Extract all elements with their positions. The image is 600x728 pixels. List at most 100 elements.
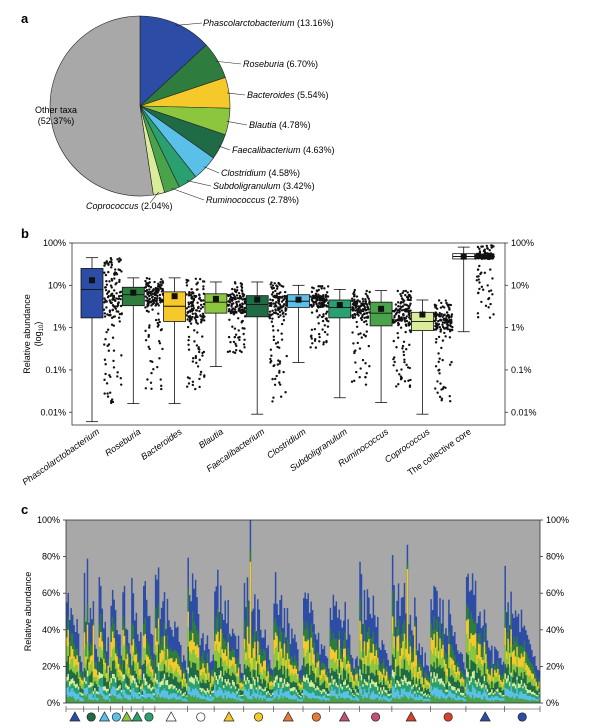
data-point-blautia xyxy=(237,336,240,339)
data-point-clostridium xyxy=(325,317,328,320)
data-point-coprococcus xyxy=(439,382,442,385)
data-point-phascolarctobacterium xyxy=(113,289,116,292)
data-point-bacteroides xyxy=(186,318,189,321)
data-point-blautia xyxy=(233,327,237,330)
data-point-subdoligranulum xyxy=(361,358,365,362)
group-marker-triangle xyxy=(98,711,111,722)
data-point-roseburia xyxy=(157,289,160,292)
data-point-phascolarctobacterium xyxy=(116,258,119,261)
data-point-roseburia xyxy=(150,300,153,304)
pie-label-clostridium: Clostridium (4.58%) xyxy=(221,168,300,178)
data-point-clostridium xyxy=(315,296,318,299)
data-point-roseburia xyxy=(144,339,148,342)
data-point-phascolarctobacterium xyxy=(110,286,113,289)
data-point-subdoligranulum xyxy=(353,288,356,292)
data-point-clostridium xyxy=(318,314,321,317)
area-layer-roseburia xyxy=(66,549,540,703)
data-point-clostridium xyxy=(317,288,321,292)
data-point-faecalibacterium xyxy=(282,370,285,374)
data-point-phascolarctobacterium xyxy=(108,299,111,302)
data-point-coprococcus xyxy=(438,368,441,372)
data-point-subdoligranulum xyxy=(364,300,367,303)
data-point-roseburia xyxy=(146,378,149,381)
data-point-clostridium xyxy=(310,311,314,314)
data-point-the-collective-core xyxy=(488,252,492,256)
data-point-roseburia xyxy=(149,286,153,289)
data-point-subdoligranulum xyxy=(354,309,357,312)
data-point-bacteroides xyxy=(189,322,193,325)
data-point-subdoligranulum xyxy=(354,304,358,307)
data-point-faecalibacterium xyxy=(280,322,284,326)
data-point-roseburia xyxy=(158,357,161,360)
data-point-bacteroides xyxy=(198,277,202,281)
group-marker-triangle xyxy=(405,711,417,722)
data-point-roseburia xyxy=(153,280,156,284)
data-point-faecalibacterium xyxy=(274,300,278,304)
data-point-roseburia xyxy=(153,292,157,295)
data-point-clostridium xyxy=(322,343,325,346)
data-point-faecalibacterium xyxy=(277,359,280,362)
data-point-phascolarctobacterium xyxy=(111,296,115,300)
data-point-phascolarctobacterium xyxy=(120,354,123,357)
y-tick-label-right: 10% xyxy=(511,280,529,290)
data-point-coprococcus xyxy=(437,323,441,326)
data-point-bacteroides xyxy=(187,315,190,318)
data-point-phascolarctobacterium xyxy=(109,314,112,317)
data-point-phascolarctobacterium xyxy=(111,292,114,296)
data-point-subdoligranulum xyxy=(351,316,355,320)
data-point-phascolarctobacterium xyxy=(120,312,123,316)
data-point-bacteroides xyxy=(191,301,194,304)
data-point-blautia xyxy=(232,311,235,315)
group-marker-circle xyxy=(311,712,321,722)
data-point-the-collective-core xyxy=(486,246,489,250)
pie-label-blautia: Blautia (4.78%) xyxy=(249,120,311,130)
data-point-coprococcus xyxy=(445,311,449,314)
data-point-the-collective-core xyxy=(480,300,483,304)
data-point-faecalibacterium xyxy=(273,282,276,285)
data-point-blautia xyxy=(242,311,245,314)
data-point-subdoligranulum xyxy=(358,347,362,350)
y-tick-label-left: 1% xyxy=(53,323,66,333)
data-point-subdoligranulum xyxy=(355,320,358,324)
data-point-blautia xyxy=(236,286,239,289)
data-point-blautia xyxy=(233,335,237,339)
data-point-bacteroides xyxy=(192,306,195,310)
data-point-faecalibacterium xyxy=(274,289,277,293)
data-point-roseburia xyxy=(156,294,159,298)
data-point-subdoligranulum xyxy=(364,309,367,312)
data-point-ruminococcus xyxy=(398,311,401,314)
data-point-ruminococcus xyxy=(402,290,405,293)
data-point-faecalibacterium xyxy=(269,348,273,351)
data-point-subdoligranulum xyxy=(353,313,357,316)
data-point-the-collective-core xyxy=(476,312,480,315)
data-point-roseburia xyxy=(153,293,157,297)
data-point-ruminococcus xyxy=(409,378,412,382)
data-point-roseburia xyxy=(149,359,152,363)
data-point-faecalibacterium xyxy=(276,363,280,366)
data-point-blautia xyxy=(234,342,237,346)
data-point-the-collective-core xyxy=(483,271,487,275)
data-point-the-collective-core xyxy=(489,289,493,292)
data-point-bacteroides xyxy=(199,307,203,310)
data-point-coprococcus xyxy=(446,326,449,330)
data-point-subdoligranulum xyxy=(356,341,359,345)
data-point-faecalibacterium xyxy=(272,329,275,332)
data-point-faecalibacterium xyxy=(274,342,278,345)
data-point-ruminococcus xyxy=(399,292,402,296)
data-point-ruminococcus xyxy=(393,310,396,313)
mean-marker-blautia xyxy=(212,295,219,302)
area-y-tick-label-left: 100% xyxy=(37,515,60,525)
data-point-coprococcus xyxy=(448,308,451,311)
data-point-roseburia xyxy=(150,293,153,297)
data-point-roseburia xyxy=(148,324,151,327)
data-point-coprococcus xyxy=(434,305,437,308)
data-point-roseburia xyxy=(160,384,163,388)
pie-label-faecalibacterium: Faecalibacterium (4.63%) xyxy=(232,145,335,155)
data-point-coprococcus xyxy=(437,319,440,323)
pie-leader-ruminococcus xyxy=(171,187,205,201)
data-point-phascolarctobacterium xyxy=(113,277,116,280)
data-point-roseburia xyxy=(153,296,157,300)
data-point-roseburia xyxy=(160,290,164,293)
mean-marker-coprococcus xyxy=(419,311,426,318)
data-point-ruminococcus xyxy=(409,296,413,299)
